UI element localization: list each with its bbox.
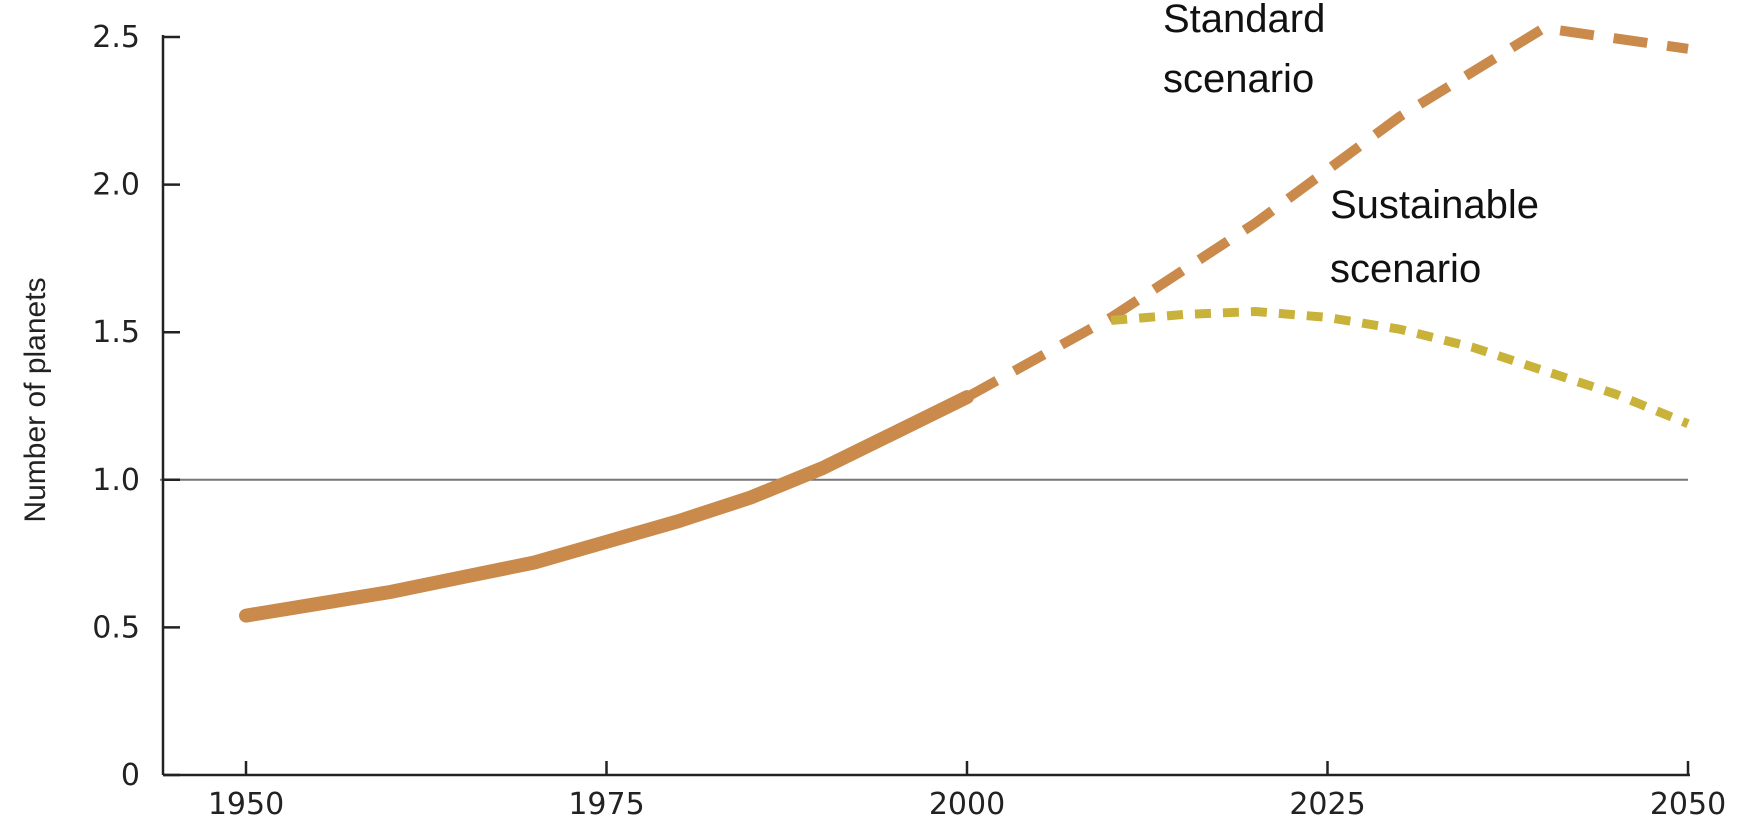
annotation-standard: scenario — [1163, 57, 1314, 101]
y-axis-label: Number of planets — [19, 277, 52, 522]
x-tick-label: 2000 — [929, 787, 1005, 818]
annotation-sustainable: Sustainable — [1330, 183, 1539, 227]
y-tick-label: 0 — [121, 758, 140, 793]
y-tick-label: 0.5 — [92, 610, 140, 645]
annotation-standard: Standard — [1163, 0, 1325, 41]
y-tick-label: 2.0 — [92, 168, 140, 203]
series-line-sustainable — [1110, 307, 1690, 428]
y-tick-label: 1.0 — [92, 463, 140, 498]
annotation-sustainable: scenario — [1330, 247, 1481, 291]
x-tick-label: 1950 — [208, 787, 284, 818]
x-tick-label: 2025 — [1289, 787, 1365, 818]
series-line-standard — [964, 23, 1689, 402]
x-tick-label: 2050 — [1650, 787, 1726, 818]
y-tick-label: 2.5 — [92, 20, 140, 55]
series-line-historical — [239, 390, 974, 623]
x-tick-label: 1975 — [568, 787, 644, 818]
y-tick-label: 1.5 — [92, 315, 140, 350]
